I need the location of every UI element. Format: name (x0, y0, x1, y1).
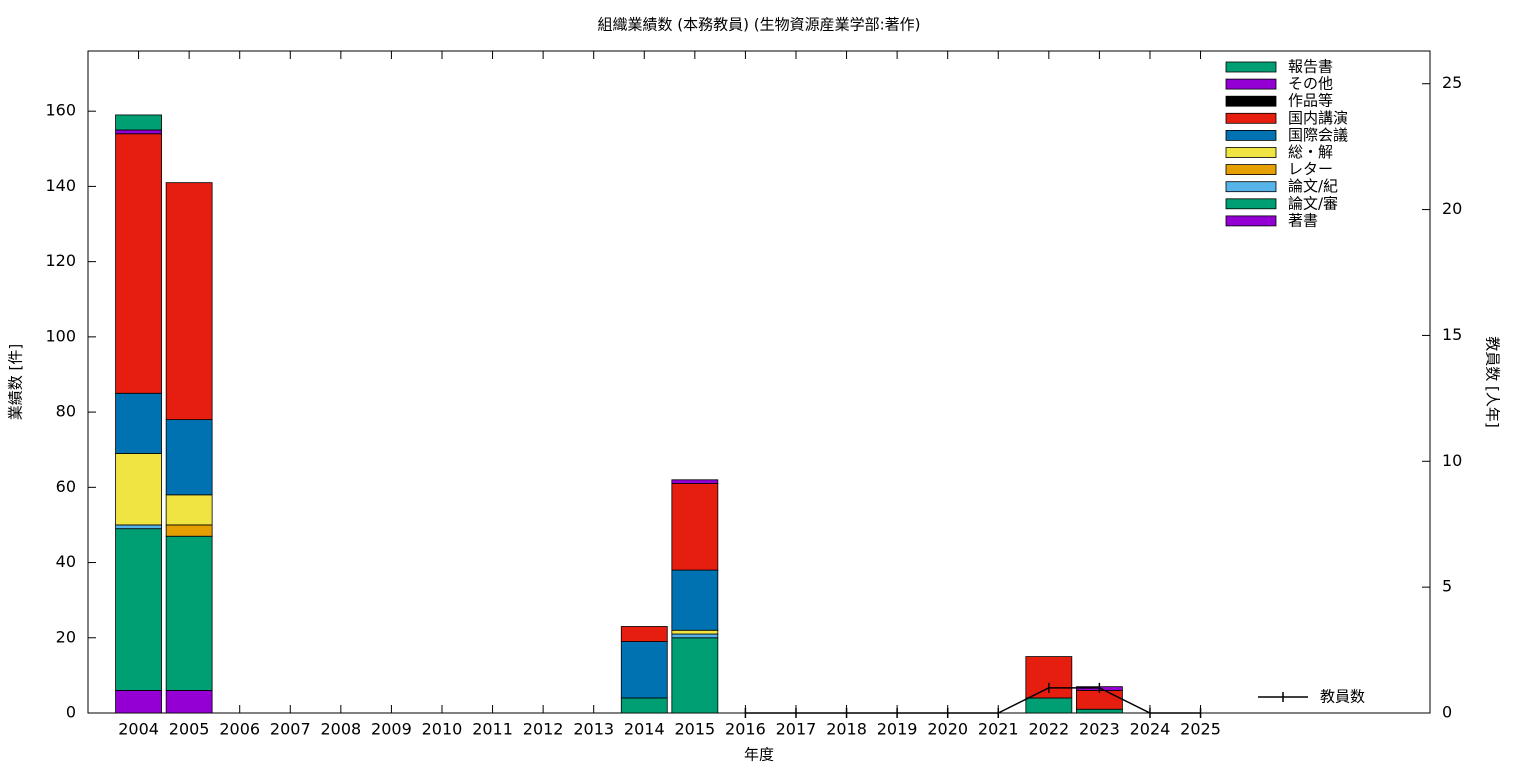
y2-tick-label: 15 (1442, 325, 1462, 344)
legend-swatch (1225, 164, 1277, 176)
x-tick-label: 2007 (270, 720, 311, 739)
bar-segment (115, 528, 162, 691)
x-axis-label: 年度 (744, 746, 774, 764)
bar-segment (115, 129, 162, 135)
bar-segment (165, 535, 213, 691)
legend-label: 教員数 (1320, 688, 1365, 706)
y2-tick-label: 25 (1442, 73, 1462, 92)
x-tick-label: 2016 (725, 720, 766, 739)
legend-label: レター (1288, 160, 1333, 178)
bar-segment (165, 690, 213, 714)
bar-segment (620, 697, 668, 714)
legend-swatch (1225, 147, 1277, 158)
bar-segment (671, 483, 719, 571)
y2-axis-label: 教員数 [人年] (1484, 336, 1502, 427)
y-tick-label: 80 (56, 402, 76, 421)
x-tick-label: 2009 (371, 720, 412, 739)
y2-tick-label: 10 (1442, 451, 1462, 470)
legend-label: 論文/紀 (1288, 177, 1338, 195)
bar-segment (1076, 708, 1123, 714)
x-tick-label: 2018 (826, 720, 867, 739)
y-tick-label: 140 (45, 176, 76, 195)
bar-segment (165, 182, 213, 421)
legend-label: その他 (1288, 75, 1333, 93)
chart-title: 組織業績数 (本務教員) (生物資源産業学部:著作) (597, 16, 920, 34)
y-tick-label: 40 (56, 552, 76, 571)
bar-segment (165, 494, 213, 526)
x-tick-label: 2023 (1079, 720, 1120, 739)
legend-swatch (1225, 198, 1277, 210)
x-tick-label: 2014 (624, 720, 665, 739)
x-tick-label: 2008 (320, 720, 361, 739)
y2-tick-label: 5 (1442, 577, 1452, 596)
y2-tick-label: 0 (1442, 703, 1452, 722)
legend-label: 報告書 (1288, 58, 1333, 76)
x-tick-label: 2010 (422, 720, 463, 739)
bar-segment (671, 637, 719, 714)
x-tick-label: 2015 (674, 720, 715, 739)
bar-segment (1025, 656, 1073, 699)
x-tick-label: 2025 (1180, 720, 1221, 739)
legend-label: 国際会議 (1288, 126, 1348, 144)
y-tick-label: 160 (45, 101, 76, 120)
x-tick-label: 2019 (877, 720, 918, 739)
bar-segment (620, 626, 668, 642)
bar-segment (115, 392, 162, 454)
bar-segment (165, 524, 213, 537)
legend-label: 論文/審 (1288, 194, 1338, 212)
legend-swatch (1225, 78, 1277, 90)
x-tick-label: 2013 (573, 720, 614, 739)
y-tick-label: 0 (66, 703, 76, 722)
y-tick-label: 20 (56, 627, 76, 646)
legend-swatch (1225, 112, 1277, 124)
bar-segment (620, 641, 668, 699)
x-tick-label: 2024 (1130, 720, 1171, 739)
x-tick-label: 2020 (927, 720, 968, 739)
bar-segment (165, 419, 213, 496)
bar-segment (115, 524, 162, 530)
bar-segment (1076, 690, 1123, 710)
x-tick-label: 2006 (219, 720, 260, 739)
legend-swatch (1225, 129, 1277, 141)
legend-swatch (1225, 181, 1277, 193)
bar-segment (115, 690, 162, 714)
y-tick-label: 100 (45, 326, 76, 345)
bar-segment (671, 629, 719, 635)
x-tick-label: 2011 (472, 720, 513, 739)
x-tick-label: 2004 (118, 720, 159, 739)
y2-tick-label: 20 (1442, 199, 1462, 218)
bar-segment (115, 453, 162, 526)
y-axis-label: 業績数 [件] (7, 344, 25, 420)
legend-label: 作品等 (1288, 92, 1333, 110)
legend-label: 著書 (1288, 211, 1318, 229)
x-tick-label: 2022 (1028, 720, 1069, 739)
line-series (745, 687, 1201, 714)
legend-swatch (1225, 61, 1277, 73)
y-tick-label: 120 (45, 251, 76, 270)
bar-segment (671, 569, 719, 631)
bar-segment (115, 114, 162, 131)
bar-segment (1025, 697, 1073, 714)
legend-label: 総・解 (1288, 143, 1333, 161)
bar-segment (115, 133, 162, 394)
legend-label: 国内講演 (1288, 109, 1348, 127)
bar-segment (671, 479, 719, 484)
legend-swatch (1225, 215, 1277, 227)
x-tick-label: 2021 (978, 720, 1019, 739)
x-tick-label: 2017 (776, 720, 817, 739)
x-tick-label: 2012 (523, 720, 564, 739)
legend-swatch (1225, 95, 1277, 107)
bar-segment (671, 633, 719, 639)
x-tick-label: 2005 (169, 720, 210, 739)
y-tick-label: 60 (56, 477, 76, 496)
